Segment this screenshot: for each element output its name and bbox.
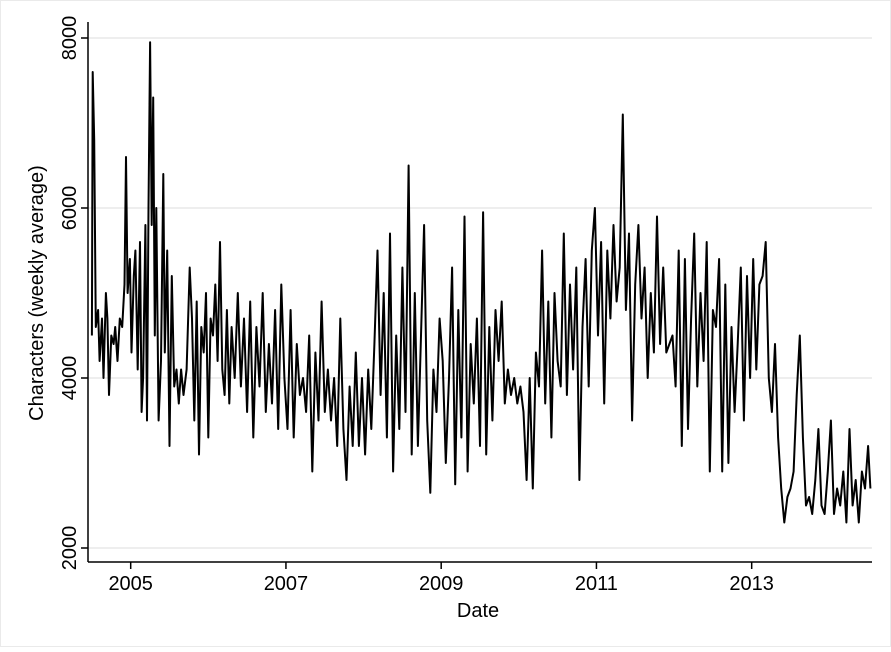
axes — [87, 22, 872, 563]
y-ticks: 2000 4000 6000 8000 — [59, 16, 88, 571]
y-tick-label: 2000 — [59, 526, 81, 571]
x-tick-label: 2013 — [729, 573, 774, 595]
y-tick-label: 4000 — [59, 356, 81, 401]
series-group — [90, 41, 872, 524]
x-tick-label: 2007 — [264, 573, 309, 595]
x-ticks: 2005 2007 2009 2011 2013 — [108, 562, 774, 595]
x-tick-label: 2011 — [575, 573, 618, 595]
series-line-0 — [90, 41, 872, 524]
y-tick-label: 6000 — [59, 186, 81, 231]
x-axis-label: Date — [457, 600, 499, 622]
x-tick-label: 2005 — [108, 573, 153, 595]
x-tick-label: 2009 — [419, 573, 464, 595]
frame-top-edge — [0, 0, 891, 1]
frame-left-edge — [0, 0, 1, 647]
y-axis-label: Characters (weekly average) — [26, 165, 48, 421]
y-tick-label: 8000 — [59, 16, 81, 61]
